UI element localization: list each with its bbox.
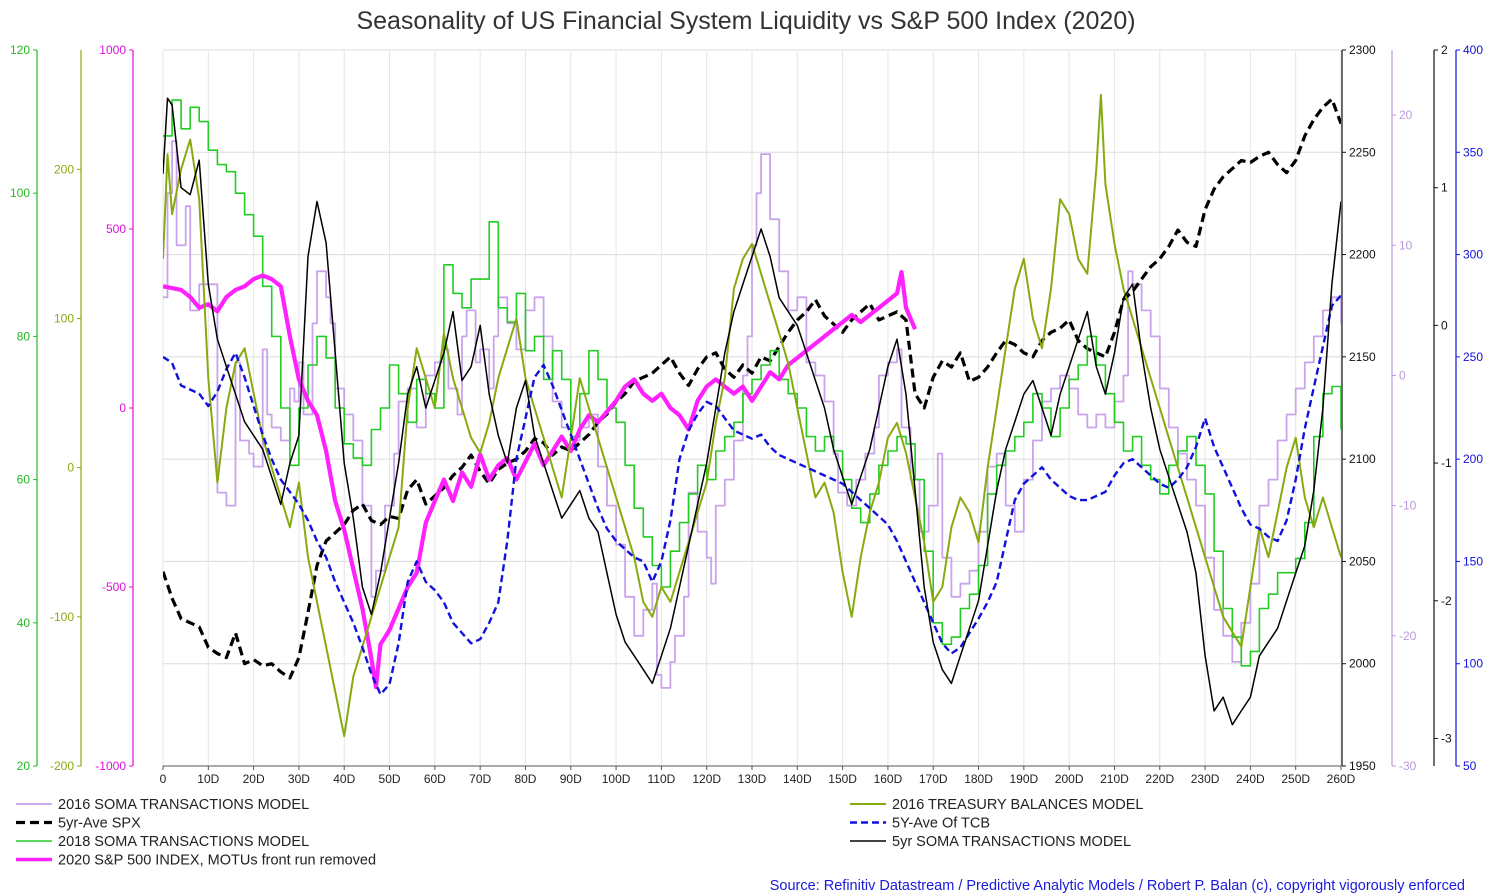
y-tick-label: 100 bbox=[1463, 657, 1483, 671]
y-tick-label: 1 bbox=[1441, 181, 1448, 195]
legend-label: 2016 TREASURY BALANCES MODEL bbox=[892, 797, 1143, 813]
y-tick-label: 2200 bbox=[1349, 248, 1376, 262]
y-tick-label: 0 bbox=[1441, 318, 1448, 332]
y-tick-label: 400 bbox=[1463, 43, 1483, 57]
series-line-4 bbox=[163, 269, 918, 690]
y-tick-label: 20 bbox=[1399, 108, 1413, 122]
chart-title: Seasonality of US Financial System Liqui… bbox=[356, 7, 1135, 35]
series-line-2 bbox=[163, 97, 1341, 680]
y-tick-label: 200 bbox=[54, 162, 74, 176]
y-tick-label: 20 bbox=[17, 759, 31, 773]
y-tick-label: 100 bbox=[10, 186, 30, 200]
x-tick-label: 240D bbox=[1236, 772, 1265, 786]
y-tick-label: 80 bbox=[17, 329, 31, 343]
series-line-7 bbox=[163, 97, 1341, 726]
y-tick-label: -30 bbox=[1399, 759, 1417, 773]
y-tick-label: 2300 bbox=[1349, 43, 1376, 57]
y-tick-label: -20 bbox=[1399, 629, 1417, 643]
x-tick-label: 30D bbox=[288, 772, 310, 786]
x-tick-label: 90D bbox=[560, 772, 582, 786]
y-tick-label: 0 bbox=[1399, 368, 1406, 382]
y-tick-label: 2100 bbox=[1349, 452, 1376, 466]
legend-item: 5yr SOMA TRANSACTIONS MODEL bbox=[850, 834, 1131, 850]
y-tick-label: 2250 bbox=[1349, 145, 1376, 159]
legend: 2016 SOMA TRANSACTIONS MODEL 5yr-Ave SPX 2… bbox=[16, 797, 1143, 869]
y-tick-label: 500 bbox=[106, 222, 126, 236]
x-tick-label: 70D bbox=[469, 772, 491, 786]
x-tick-label: 110D bbox=[647, 772, 675, 786]
y-tick-label: 0 bbox=[67, 461, 74, 475]
legend-item: 2020 S&P 500 INDEX, MOTUs front run remo… bbox=[16, 853, 376, 869]
x-tick-label: 100D bbox=[602, 772, 631, 786]
y-tick-label: -500 bbox=[102, 580, 126, 594]
y-tick-label: 60 bbox=[17, 473, 31, 487]
y-tick-label: 2050 bbox=[1349, 554, 1376, 568]
y-tick-label: 1950 bbox=[1349, 759, 1376, 773]
y-tick-label: -2 bbox=[1441, 594, 1452, 608]
x-tick-label: 150D bbox=[828, 772, 857, 786]
y-tick-label: -200 bbox=[50, 759, 74, 773]
y-tick-label: 200 bbox=[1463, 452, 1483, 466]
legend-label: 5yr SOMA TRANSACTIONS MODEL bbox=[892, 834, 1131, 850]
legend-item: 5Y-Ave Of TCB bbox=[850, 816, 990, 832]
x-tick-label: 130D bbox=[738, 772, 767, 786]
x-tick-label: 0 bbox=[160, 772, 167, 786]
x-tick-label: 190D bbox=[1010, 772, 1039, 786]
y-tick-label: 40 bbox=[17, 616, 31, 630]
x-tick-label: 120D bbox=[692, 772, 721, 786]
legend-label: 2018 SOMA TRANSACTIONS MODEL bbox=[58, 834, 309, 850]
series-line-6 bbox=[163, 294, 1341, 696]
legend-label: 2016 SOMA TRANSACTIONS MODEL bbox=[58, 797, 309, 813]
y-tick-label: 2150 bbox=[1349, 350, 1376, 364]
y-tick-label: 150 bbox=[1463, 554, 1483, 568]
x-tick-label: 250D bbox=[1281, 772, 1310, 786]
y-tick-label: 120 bbox=[10, 43, 30, 57]
y-tick-label: 250 bbox=[1463, 350, 1483, 364]
legend-label: 5yr-Ave SPX bbox=[58, 816, 141, 832]
y-tick-label: -100 bbox=[50, 610, 74, 624]
x-tick-label: 200D bbox=[1055, 772, 1084, 786]
legend-item: 5yr-Ave SPX bbox=[16, 816, 141, 832]
x-tick-label: 80D bbox=[514, 772, 536, 786]
x-tick-label: 50D bbox=[379, 772, 401, 786]
y-tick-label: 10 bbox=[1399, 238, 1413, 252]
x-tick-label: 180D bbox=[964, 772, 993, 786]
legend-label: 5Y-Ave Of TCB bbox=[892, 816, 990, 832]
y-tick-label: 0 bbox=[119, 401, 126, 415]
x-tick-label: 60D bbox=[424, 772, 446, 786]
x-tick-label: 40D bbox=[333, 772, 355, 786]
series-lines bbox=[163, 93, 1341, 738]
x-tick-label: 10D bbox=[197, 772, 219, 786]
y-tick-label: 1000 bbox=[99, 43, 126, 57]
y-tick-label: 100 bbox=[54, 312, 74, 326]
y-tick-label: 2 bbox=[1441, 43, 1448, 57]
y-tick-label: -10 bbox=[1399, 499, 1417, 513]
x-tick-label: 20D bbox=[243, 772, 265, 786]
legend-item: 2016 SOMA TRANSACTIONS MODEL bbox=[16, 797, 309, 813]
y-tick-label: -3 bbox=[1441, 731, 1452, 745]
x-tick-label: 260D bbox=[1327, 772, 1356, 786]
x-tick-label: 170D bbox=[919, 772, 948, 786]
y-tick-label: -1 bbox=[1441, 456, 1452, 470]
y-tick-label: -1000 bbox=[95, 759, 126, 773]
legend-label: 2020 S&P 500 INDEX, MOTUs front run remo… bbox=[58, 853, 376, 869]
legend-item: 2016 TREASURY BALANCES MODEL bbox=[850, 797, 1143, 813]
x-tick-label: 160D bbox=[874, 772, 903, 786]
y-tick-label: 300 bbox=[1463, 248, 1483, 262]
series-line-3 bbox=[163, 99, 1341, 667]
y-tick-label: 50 bbox=[1463, 759, 1477, 773]
x-tick-label: 230D bbox=[1191, 772, 1220, 786]
x-tick-label: 140D bbox=[783, 772, 812, 786]
legend-item: 2018 SOMA TRANSACTIONS MODEL bbox=[16, 834, 309, 850]
x-tick-label: 220D bbox=[1145, 772, 1174, 786]
axes: 0 10D 20D 30D 40D 50D 60D 70D 80D 90D 100D 110D 120D… bbox=[10, 43, 1483, 786]
source-note: Source: Refinitiv Datastream / Predictiv… bbox=[770, 878, 1465, 894]
y-tick-label: 2000 bbox=[1349, 657, 1376, 671]
y-tick-label: 350 bbox=[1463, 145, 1483, 159]
x-tick-label: 210D bbox=[1100, 772, 1129, 786]
